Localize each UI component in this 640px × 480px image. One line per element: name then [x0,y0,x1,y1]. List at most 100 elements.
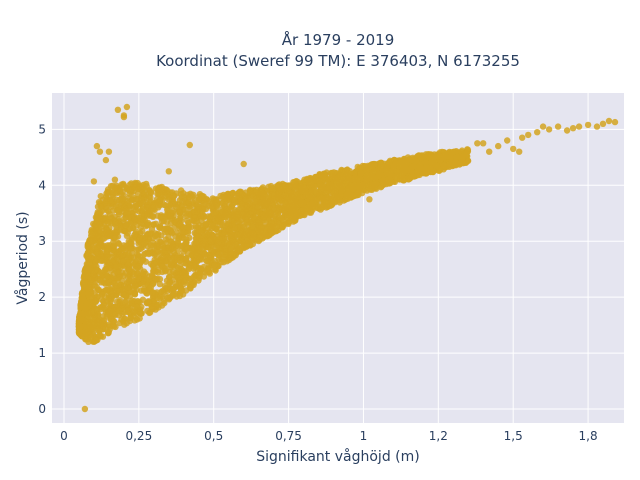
data-point [122,299,129,306]
data-point [194,253,201,260]
data-point [324,179,331,186]
data-point [97,203,104,210]
data-point [235,217,242,225]
data-point [200,263,208,271]
data-point [105,208,112,215]
data-point [162,229,169,236]
data-point [611,118,619,126]
data-point [169,245,177,252]
data-point [90,178,98,185]
data-point [106,261,113,269]
data-point [120,182,128,189]
data-point [357,170,364,177]
data-point [176,220,183,228]
data-point [123,103,131,111]
data-point [79,289,86,296]
data-point [245,229,252,236]
data-point [183,238,190,246]
data-point [277,186,284,193]
data-point [174,264,182,272]
data-point [230,232,237,240]
data-point [453,148,460,155]
data-point [111,176,119,183]
data-point [136,234,144,242]
data-point [329,183,336,191]
data-point [86,322,93,330]
y-tick-label: 5 [38,122,46,136]
data-point [139,296,147,303]
data-point [192,222,199,230]
data-point [211,261,218,269]
data-point [114,207,122,214]
data-point [127,314,135,321]
data-point [122,205,130,213]
data-point [181,206,189,214]
x-axis-ticks: 0 0,25 0,5 0,75 1 1,2 1,5 1,8 [60,429,597,443]
data-point [104,272,111,280]
data-point [143,183,150,190]
data-point [93,306,100,314]
data-point [92,258,100,265]
data-point [519,134,526,141]
data-point [238,209,245,216]
data-point [97,242,104,249]
data-point [221,195,228,202]
data-point [103,226,110,233]
data-point [291,179,298,186]
data-point [268,230,275,237]
data-point [554,123,562,130]
data-point [242,196,249,203]
data-point [202,220,210,227]
data-point [336,172,344,180]
data-point [176,208,183,215]
data-point [133,246,140,253]
data-point [92,221,100,228]
data-point [143,221,151,228]
data-point [81,405,89,413]
data-point [298,207,306,214]
data-point [366,163,374,171]
data-point [134,253,142,261]
data-point [307,208,314,216]
data-point [215,229,222,236]
data-point [275,195,282,203]
data-point [147,188,154,196]
data-point [174,274,182,281]
chart-title-line2: Koordinat (Sweref 99 TM): E 376403, N 61… [156,52,520,70]
x-tick-label: 1,5 [504,429,523,443]
data-point [316,181,324,188]
data-point [144,212,151,219]
data-point [81,278,88,285]
data-point [221,251,229,258]
data-point [516,148,523,155]
data-point [167,238,174,245]
data-point [525,131,532,139]
x-tick-label: 1,8 [579,429,598,443]
data-point [243,219,251,226]
data-point [377,184,385,191]
data-point [95,286,102,293]
data-point [133,196,140,203]
data-point [367,186,374,193]
data-point [145,298,152,305]
data-point [534,129,541,136]
data-point [150,204,157,211]
data-point [81,272,88,280]
data-point [111,280,118,287]
data-point [163,293,170,300]
data-point [153,243,160,250]
data-point [351,170,358,177]
data-point [415,167,422,174]
data-point [108,296,115,303]
data-point [327,202,334,209]
data-point [116,196,123,204]
data-point [361,163,369,170]
data-point [166,279,173,286]
data-point [134,263,141,270]
data-point [96,327,103,334]
data-point [176,197,184,204]
data-point [539,123,547,130]
data-point [563,127,571,134]
data-point [90,235,97,242]
data-point [93,142,101,150]
